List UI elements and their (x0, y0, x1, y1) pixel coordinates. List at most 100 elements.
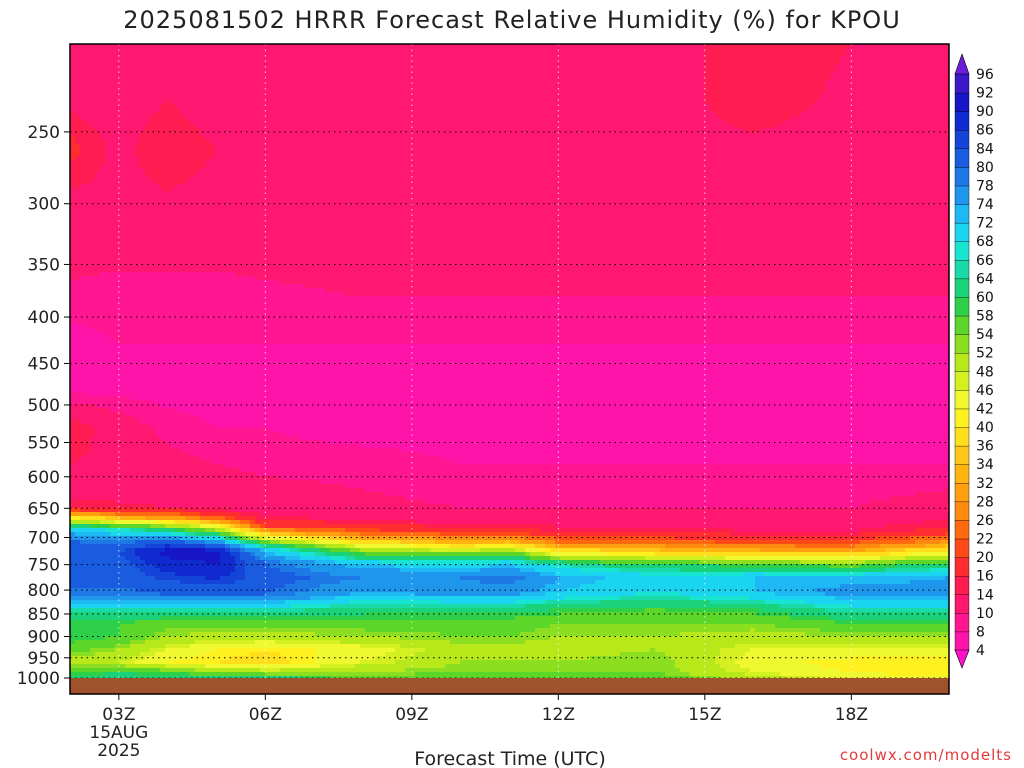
heatmap-cell (160, 408, 166, 413)
heatmap-cell (200, 456, 206, 461)
heatmap-cell (200, 672, 206, 677)
heatmap-cell (145, 144, 151, 149)
heatmap-cell (140, 184, 146, 189)
heatmap-cell (100, 404, 106, 409)
heatmap-cell (165, 360, 171, 365)
heatmap-cell (145, 640, 151, 645)
heatmap-cell (215, 492, 221, 497)
heatmap-cell (100, 216, 106, 221)
heatmap-cell (120, 312, 126, 317)
heatmap-cell (120, 592, 126, 597)
heatmap-cell (160, 596, 166, 601)
heatmap-cell (80, 252, 86, 257)
heatmap-cell (75, 508, 81, 513)
heatmap-cell (120, 240, 126, 245)
heatmap-cell (110, 256, 116, 261)
heatmap-cell (190, 368, 196, 373)
heatmap-cell (125, 208, 131, 213)
heatmap-cell (210, 580, 216, 585)
heatmap-cell (125, 304, 131, 309)
heatmap-cell (75, 640, 81, 645)
heatmap-cell (105, 180, 111, 185)
heatmap-cell (190, 628, 196, 633)
heatmap-cell (160, 532, 166, 537)
heatmap-cell (70, 656, 76, 661)
heatmap-cell (135, 212, 141, 217)
heatmap-cell (185, 88, 191, 93)
heatmap-cell (75, 408, 81, 413)
heatmap-cell (80, 232, 86, 237)
heatmap-cell (120, 512, 126, 517)
heatmap-cell (205, 436, 211, 441)
heatmap-cell (190, 644, 196, 649)
heatmap-cell (205, 608, 211, 613)
heatmap-cell (165, 456, 171, 461)
heatmap-cell (185, 632, 191, 637)
heatmap-cell (185, 388, 191, 393)
heatmap-cell (210, 644, 216, 649)
heatmap-cell (140, 68, 146, 73)
heatmap-cell (160, 428, 166, 433)
heatmap-cell (200, 172, 206, 177)
heatmap-cell (100, 584, 106, 589)
heatmap-cell (150, 544, 156, 549)
heatmap-cell (90, 412, 96, 417)
heatmap-cell (70, 608, 76, 613)
heatmap-cell (105, 628, 111, 633)
heatmap-cell (195, 580, 201, 585)
heatmap-cell (100, 648, 106, 653)
heatmap-cell (80, 136, 86, 141)
heatmap-cell (105, 496, 111, 501)
heatmap-cell (165, 260, 171, 265)
heatmap-cell (105, 68, 111, 73)
heatmap-cell (190, 220, 196, 225)
heatmap-cell (105, 252, 111, 257)
heatmap-cell (195, 640, 201, 645)
heatmap-cell (215, 540, 221, 545)
heatmap-cell (175, 116, 181, 121)
heatmap-cell (205, 404, 211, 409)
heatmap-cell (165, 572, 171, 577)
heatmap-cell (125, 352, 131, 357)
heatmap-cell (220, 224, 226, 229)
heatmap-cell (170, 500, 176, 505)
heatmap-cell (200, 52, 206, 57)
heatmap-cell (85, 336, 91, 341)
heatmap-cell (95, 196, 101, 201)
heatmap-cell (150, 192, 156, 197)
heatmap-cell (95, 328, 101, 333)
heatmap-cell (175, 464, 181, 469)
heatmap-cell (185, 236, 191, 241)
heatmap-cell (175, 296, 181, 301)
heatmap-cell (190, 324, 196, 329)
heatmap-cell (155, 508, 161, 513)
heatmap-cell (210, 68, 216, 73)
heatmap-cell (205, 412, 211, 417)
heatmap-cell (210, 296, 216, 301)
heatmap-cell (90, 324, 96, 329)
heatmap-cell (200, 500, 206, 505)
heatmap-cell (165, 124, 171, 129)
heatmap-cell (185, 424, 191, 429)
heatmap-cell (95, 400, 101, 405)
heatmap-cell (130, 424, 136, 429)
heatmap-cell (70, 228, 76, 233)
heatmap-cell (120, 540, 126, 545)
heatmap-cell (80, 440, 86, 445)
heatmap-cell (190, 648, 196, 653)
heatmap-cell (195, 116, 201, 121)
heatmap-cell (90, 452, 96, 457)
heatmap-cell (125, 200, 131, 205)
heatmap-cell (180, 396, 186, 401)
heatmap-cell (180, 384, 186, 389)
heatmap-cell (195, 376, 201, 381)
heatmap-cell (205, 420, 211, 425)
heatmap-cell (200, 356, 206, 361)
heatmap-cell (160, 132, 166, 137)
heatmap-cell (90, 600, 96, 605)
heatmap-cell (120, 288, 126, 293)
heatmap-cell (145, 208, 151, 213)
heatmap-cell (215, 328, 221, 333)
heatmap-cell (70, 200, 76, 205)
heatmap-cell (195, 308, 201, 313)
